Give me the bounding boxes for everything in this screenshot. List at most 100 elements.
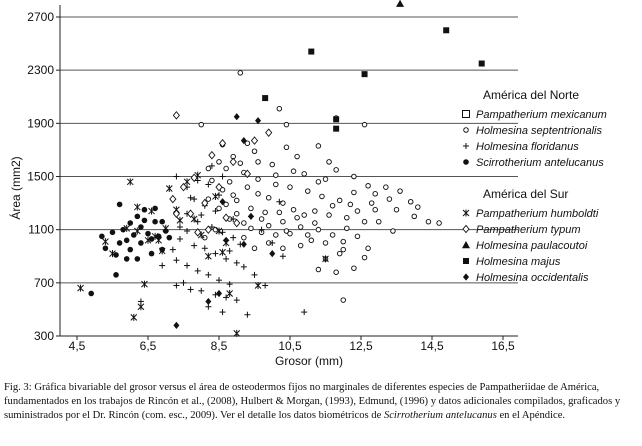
caption-text: Fig. 3: Gráfica bivariable del grosor ve… — [4, 382, 621, 421]
point-holmesina-septentrionalis — [223, 201, 229, 208]
point-holmesina-floridanus — [180, 279, 187, 286]
point-holmesina-septentrionalis — [361, 121, 368, 128]
point-scirrotherium-antelucanus — [88, 290, 94, 297]
point-scirrotherium-antelucanus — [134, 213, 141, 220]
point-pampatherium-typum — [179, 182, 188, 192]
point-pampatherium-typum — [190, 173, 198, 183]
point-holmesina-septentrionalis — [365, 183, 371, 189]
y-tick-label: 300 — [34, 329, 54, 343]
point-holmesina-septentrionalis — [407, 199, 414, 205]
point-holmesina-septentrionalis — [319, 193, 325, 200]
point-holmesina-floridanus — [194, 218, 201, 225]
point-holmesina-floridanus — [219, 173, 226, 180]
point-holmesina-septentrionalis — [230, 192, 236, 198]
point-holmesina-septentrionalis — [322, 176, 329, 182]
point-holmesina-septentrionalis — [376, 218, 382, 225]
point-holmesina-septentrionalis — [294, 153, 300, 160]
figure-caption: Fig. 3: Gráfica bivariable del grosor ve… — [4, 381, 640, 423]
point-holmesina-occidentalis — [219, 198, 226, 206]
point-scirrotherium-antelucanus — [109, 229, 116, 236]
point-holmesina-septentrionalis — [237, 70, 244, 76]
point-holmesina-floridanus — [208, 224, 215, 231]
x-tick-label: 8,5 — [211, 339, 228, 353]
point-holmesina-floridanus — [184, 262, 191, 269]
legend-marker — [463, 143, 469, 149]
point-holmesina-septentrionalis — [209, 177, 215, 184]
point-holmesina-septentrionalis — [354, 208, 361, 214]
point-holmesina-septentrionalis — [226, 179, 233, 185]
y-tick-label: 1500 — [27, 170, 54, 184]
point-holmesina-septentrionalis — [283, 121, 290, 128]
point-holmesina-floridanus — [244, 311, 251, 318]
point-pampatherium-humboldti — [226, 289, 234, 297]
point-holmesina-septentrionalis — [347, 201, 354, 208]
x-tick-label: 6,5 — [140, 339, 157, 353]
point-holmesina-septentrionalis — [223, 165, 229, 172]
point-holmesina-floridanus — [216, 277, 222, 284]
point-holmesina-floridanus — [191, 196, 198, 203]
point-pampatherium-humboldti — [144, 236, 152, 244]
point-holmesina-septentrionalis — [287, 184, 293, 190]
point-holmesina-septentrionalis — [305, 188, 311, 194]
point-holmesina-septentrionalis — [290, 168, 297, 174]
point-pampatherium-humboldti — [158, 247, 166, 255]
point-holmesina-paulacoutoi — [396, 0, 405, 7]
axes — [59, 5, 518, 337]
point-pampatherium-humboldti — [126, 178, 134, 186]
point-pampatherium-typum — [229, 157, 237, 167]
point-holmesina-floridanus — [169, 246, 176, 253]
point-holmesina-septentrionalis — [234, 197, 240, 204]
point-holmesina-septentrionalis — [326, 212, 332, 218]
point-holmesina-septentrionalis — [276, 105, 283, 112]
point-pampatherium-humboldti — [148, 207, 155, 215]
point-pampatherium-humboldti — [165, 184, 173, 192]
point-holmesina-septentrionalis — [255, 159, 261, 165]
point-pampatherium-typum — [222, 213, 230, 223]
point-holmesina-septentrionalis — [258, 216, 265, 222]
point-holmesina-occidentalis — [247, 212, 254, 220]
y-tick-label: 2700 — [27, 10, 54, 24]
point-scirrotherium-antelucanus — [148, 250, 155, 257]
point-pampatherium-humboldti — [133, 203, 141, 211]
point-holmesina-floridanus — [198, 287, 205, 294]
point-holmesina-floridanus — [159, 262, 166, 269]
point-holmesina-septentrionalis — [290, 206, 297, 213]
legend-marker — [462, 224, 470, 234]
point-holmesina-septentrionalis — [336, 197, 343, 204]
point-holmesina-septentrionalis — [315, 143, 322, 149]
y-tick-label: 700 — [34, 276, 54, 290]
point-pampatherium-typum — [194, 228, 202, 237]
point-holmesina-floridanus — [240, 263, 247, 270]
point-pampatherium-humboldti — [233, 329, 241, 337]
legend-entry-label: Scirrotherium antelucanus — [476, 157, 604, 169]
point-holmesina-septentrionalis — [273, 232, 279, 238]
point-holmesina-septentrionalis — [312, 220, 318, 226]
point-holmesina-floridanus — [173, 282, 180, 289]
point-holmesina-septentrionalis — [315, 226, 322, 233]
point-holmesina-floridanus — [201, 245, 208, 252]
point-pampatherium-humboldti — [133, 227, 141, 235]
point-holmesina-occidentalis — [240, 137, 247, 145]
point-scirrotherium-antelucanus — [116, 201, 123, 208]
point-holmesina-septentrionalis — [329, 232, 336, 238]
point-holmesina-occidentalis — [173, 321, 180, 329]
point-holmesina-septentrionalis — [351, 173, 357, 180]
point-pampatherium-typum — [204, 225, 212, 234]
point-pampatherium-humboldti — [322, 255, 329, 263]
point-scirrotherium-antelucanus — [166, 234, 173, 241]
y-axis-ticks: 300 700 1100 1500 1900 2300 2700 — [27, 10, 60, 343]
gridlines — [60, 16, 518, 284]
point-pampatherium-typum — [172, 111, 180, 120]
point-holmesina-septentrionalis — [269, 161, 275, 168]
point-holmesina-septentrionalis — [340, 297, 346, 303]
point-pampatherium-humboldti — [254, 281, 262, 289]
point-scirrotherium-antelucanus — [123, 237, 130, 244]
point-holmesina-floridanus — [279, 253, 286, 260]
point-holmesina-septentrionalis — [361, 254, 368, 261]
point-holmesina-septentrionalis — [354, 233, 361, 240]
point-holmesina-septentrionalis — [234, 210, 240, 217]
point-scirrotherium-antelucanus — [152, 218, 158, 225]
point-holmesina-occidentalis — [216, 289, 222, 298]
point-pampatherium-humboldti — [141, 280, 148, 288]
point-holmesina-occidentalis — [233, 113, 240, 121]
